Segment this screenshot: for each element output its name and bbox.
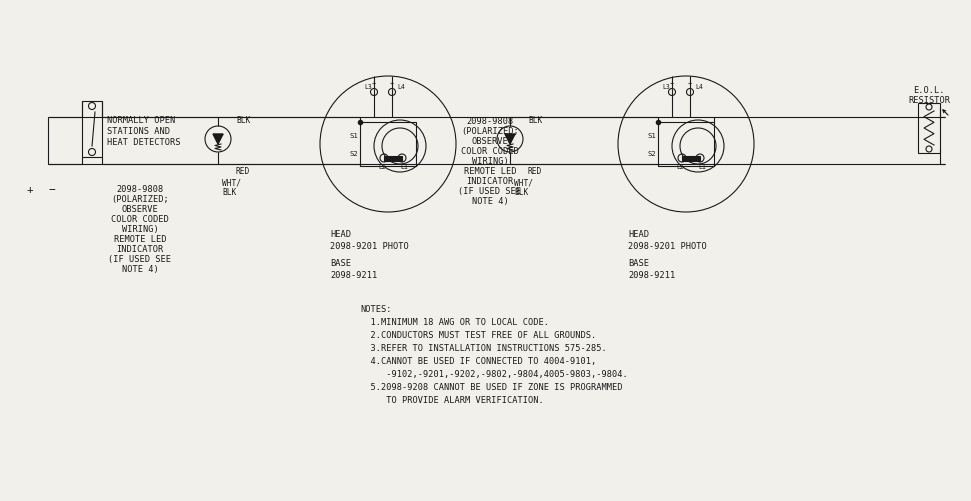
Text: BASE: BASE [330,259,351,268]
Text: (IF USED SEE: (IF USED SEE [458,187,521,195]
Text: COLOR CODED: COLOR CODED [461,147,519,156]
Text: WHT/: WHT/ [514,179,533,188]
Text: L3: L3 [364,84,372,90]
Text: 2.CONDUCTORS MUST TEST FREE OF ALL GROUNDS.: 2.CONDUCTORS MUST TEST FREE OF ALL GROUN… [360,330,596,339]
Text: 2098-9211: 2098-9211 [330,271,378,280]
Text: +: + [26,185,33,194]
Text: RESISTOR: RESISTOR [908,96,950,105]
Text: L4: L4 [695,84,703,90]
Text: L2: L2 [676,164,684,170]
Text: S2: S2 [648,151,656,157]
Text: 5.2098-9208 CANNOT BE USED IF ZONE IS PROGRAMMED: 5.2098-9208 CANNOT BE USED IF ZONE IS PR… [360,382,622,391]
Text: OBSERVE: OBSERVE [121,204,158,213]
Bar [384,156,402,161]
Bar [360,123,416,167]
Text: L1: L1 [698,164,706,170]
Text: NORMALLY OPEN: NORMALLY OPEN [107,116,175,125]
Polygon shape [213,135,223,145]
Text: HEAD: HEAD [330,229,351,238]
Text: WIRING): WIRING) [121,224,158,233]
Text: 2098-9808: 2098-9808 [117,185,164,193]
Text: COLOR CODED: COLOR CODED [111,214,169,223]
Text: RED: RED [236,167,251,176]
Text: -9102,-9201,-9202,-9802,-9804,4005-9803,-9804.: -9102,-9201,-9202,-9802,-9804,4005-9803,… [360,369,627,378]
Text: STATIONS AND: STATIONS AND [107,127,170,136]
Text: BLK: BLK [222,188,236,196]
Bar [82,102,102,158]
Text: (POLARIZED;: (POLARIZED; [461,127,519,136]
Text: S2: S2 [350,151,358,157]
Text: 2098-9808: 2098-9808 [466,117,514,126]
Text: BLK: BLK [236,116,251,125]
Bar [918,104,940,154]
Text: 1.MINIMUM 18 AWG OR TO LOCAL CODE.: 1.MINIMUM 18 AWG OR TO LOCAL CODE. [360,317,549,326]
Text: +: + [670,80,674,86]
Text: TO PROVIDE ALARM VERIFICATION.: TO PROVIDE ALARM VERIFICATION. [360,395,544,404]
Text: +: + [372,80,376,86]
Text: HEAT DETECTORS: HEAT DETECTORS [107,138,181,147]
Text: S1: S1 [648,133,656,139]
Text: (POLARIZED;: (POLARIZED; [111,194,169,203]
Text: L1: L1 [400,164,408,170]
Text: +: + [687,80,692,86]
Text: 2098-9201 PHOTO: 2098-9201 PHOTO [628,241,707,250]
Text: NOTES:: NOTES: [360,305,391,313]
Text: HEAD: HEAD [628,229,649,238]
Text: 2098-9201 PHOTO: 2098-9201 PHOTO [330,241,409,250]
Bar [682,156,700,161]
Text: REMOTE LED: REMOTE LED [464,167,517,176]
Text: BASE: BASE [628,259,649,268]
Text: (IF USED SEE: (IF USED SEE [109,255,172,264]
Text: 3.REFER TO INSTALLATION INSTRUCTIONS 575-285.: 3.REFER TO INSTALLATION INSTRUCTIONS 575… [360,343,607,352]
Text: L2: L2 [378,164,385,170]
Text: L4: L4 [397,84,405,90]
Text: BLK: BLK [528,116,542,125]
Text: INDICATOR: INDICATOR [117,244,164,254]
Text: +: + [389,80,394,86]
Text: S1: S1 [350,133,358,139]
Text: RED: RED [528,167,542,176]
Text: NOTE 4): NOTE 4) [121,265,158,274]
Text: −: − [49,185,55,194]
Text: INDICATOR: INDICATOR [466,177,514,186]
Text: L3: L3 [662,84,670,90]
Text: NOTE 4): NOTE 4) [472,196,509,205]
Text: 4.CANNOT BE USED IF CONNECTED TO 4004-9101,: 4.CANNOT BE USED IF CONNECTED TO 4004-91… [360,356,596,365]
Text: 2098-9211: 2098-9211 [628,271,675,280]
Text: WIRING): WIRING) [472,157,509,166]
Text: REMOTE LED: REMOTE LED [114,234,166,243]
Text: BLK: BLK [514,188,528,196]
Polygon shape [505,135,515,145]
Bar [658,123,714,167]
Text: WHT/: WHT/ [222,179,241,188]
Text: OBSERVE: OBSERVE [472,137,509,146]
Text: E.O.L.: E.O.L. [914,86,945,95]
